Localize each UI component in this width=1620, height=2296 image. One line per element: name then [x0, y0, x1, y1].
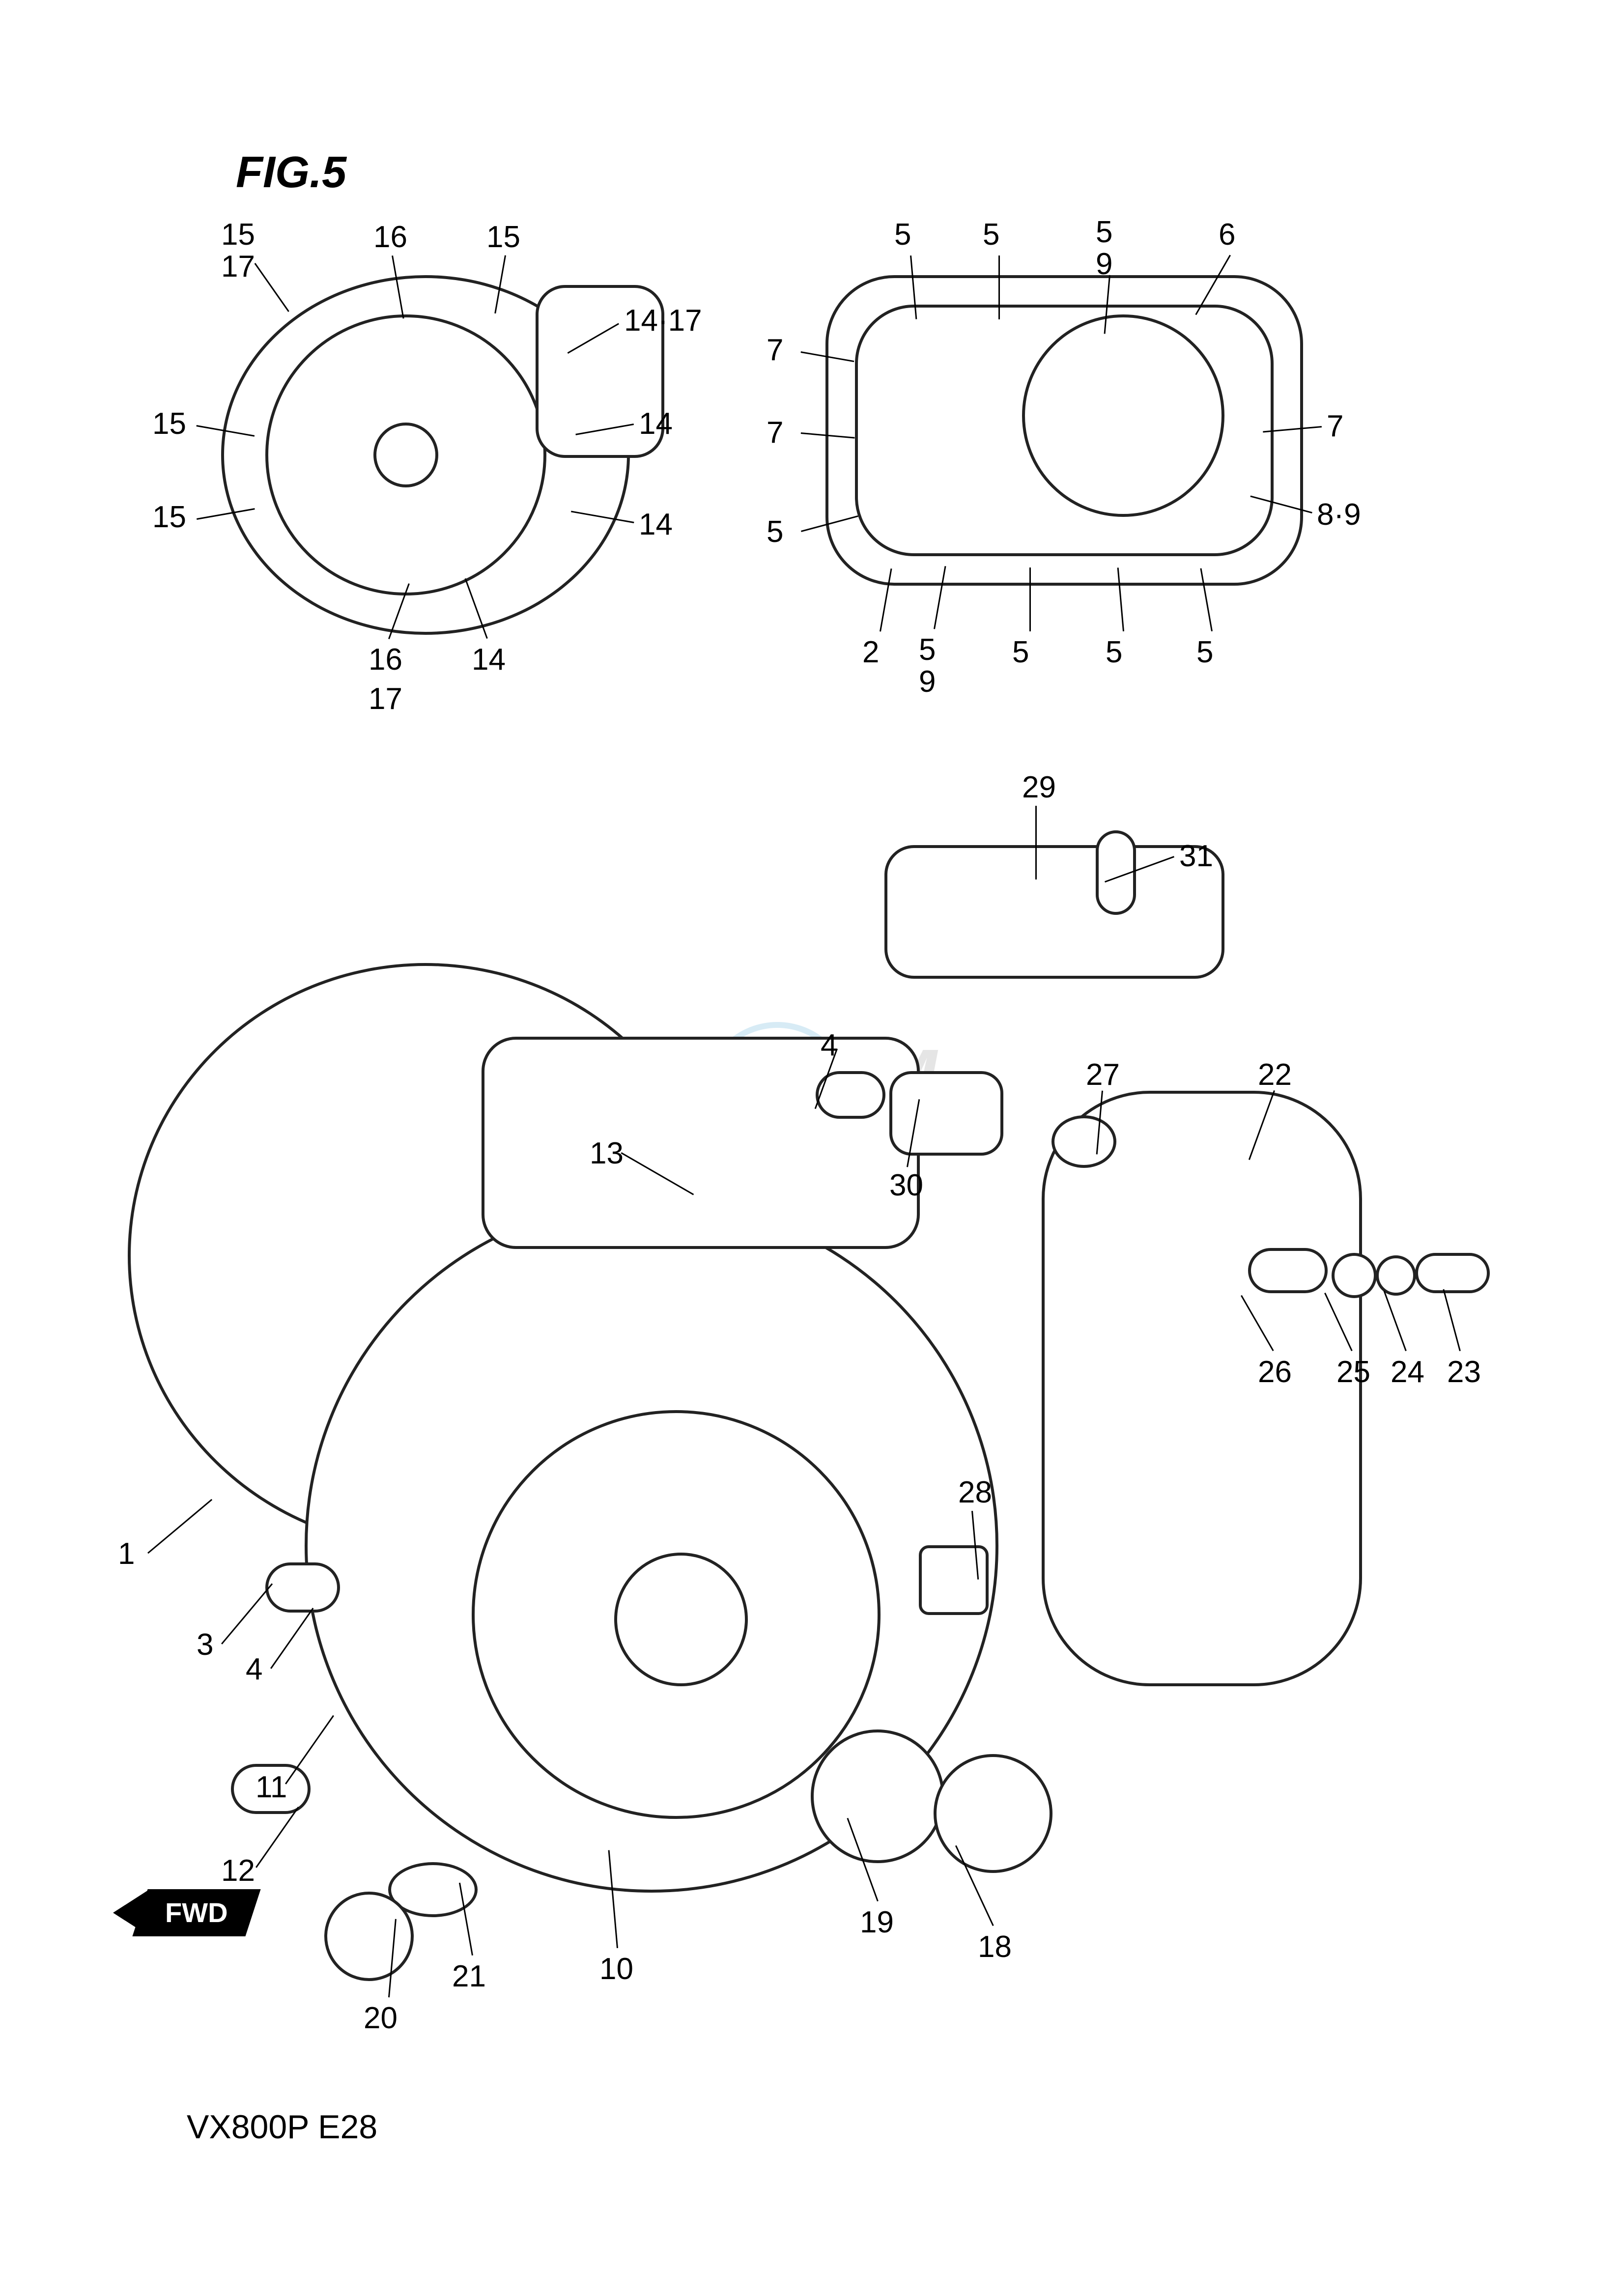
leader-line	[1029, 567, 1031, 631]
callout-number: 11	[256, 1771, 287, 1803]
callout-number: 29	[1022, 771, 1056, 803]
callout-number: 12	[221, 1855, 255, 1887]
leader-line	[221, 1583, 273, 1644]
callout-number: 17	[369, 683, 402, 715]
callout-number: 31	[1179, 840, 1213, 872]
callout-number: 14	[639, 408, 673, 440]
callout-number: 27	[1086, 1059, 1120, 1091]
callout-number: 24	[1391, 1356, 1424, 1388]
leader-line	[1035, 806, 1037, 879]
part-collar	[1248, 1248, 1328, 1293]
callout-number: 28	[958, 1476, 992, 1508]
callout-number: 16	[369, 644, 402, 676]
callout-number: 4	[821, 1029, 837, 1061]
callout-number: 5	[1106, 636, 1122, 668]
callout-number: 8·9	[1317, 499, 1361, 531]
part-crankcase-top	[482, 1037, 920, 1249]
leader-line	[1384, 1291, 1407, 1351]
callout-number: 5	[983, 219, 999, 251]
callout-number: 5	[1196, 636, 1213, 668]
diagram-page: FIG.5 OEM MOTORPARTS 15 17161514·1715141…	[0, 0, 1620, 2296]
callout-number: 15 17	[221, 219, 255, 283]
leader-line	[270, 1608, 313, 1669]
callout-number: 26	[1258, 1356, 1292, 1388]
callout-number: 1	[118, 1538, 135, 1570]
part-washer25	[1332, 1253, 1377, 1298]
leader-line	[285, 1715, 334, 1785]
callout-number: 5 9	[919, 634, 936, 698]
part-dowel1	[265, 1562, 340, 1613]
callout-number: 18	[978, 1931, 1012, 1963]
callout-number: 5 9	[1096, 216, 1112, 280]
callout-number: 5	[894, 219, 911, 251]
fwd-label: FWD	[165, 1889, 228, 1936]
callout-number: 5	[1012, 636, 1029, 668]
callout-number: 21	[452, 1960, 486, 1992]
callout-number: 7	[1327, 410, 1343, 442]
callout-number: 19	[860, 1906, 894, 1938]
callout-number: 14·17	[624, 305, 702, 337]
part-side-cover	[1042, 1091, 1362, 1686]
callout-number: 16	[373, 221, 407, 253]
part-top-cover	[884, 845, 1224, 979]
footer-model-code: VX800P E28	[187, 2108, 377, 2146]
callout-number: 15	[152, 408, 186, 440]
part-gasket-ring	[811, 1729, 944, 1863]
part-washer24	[1376, 1255, 1416, 1296]
callout-number: 5	[767, 516, 783, 548]
figure-title: FIG.5	[236, 147, 346, 198]
callout-number: 14	[639, 509, 673, 540]
part-bushing	[889, 1071, 1003, 1156]
leader-line	[1443, 1289, 1461, 1351]
part-cover-right-hub	[1022, 314, 1224, 517]
leader-line	[147, 1499, 212, 1554]
callout-number: 2	[862, 636, 879, 668]
callout-number: 7	[767, 417, 783, 449]
part-plug	[324, 1892, 414, 1981]
callout-number: 15	[486, 221, 520, 253]
callout-number: 6	[1219, 219, 1235, 251]
callout-number: 14	[472, 644, 506, 676]
part-plug27	[1052, 1115, 1116, 1168]
callout-number: 22	[1258, 1059, 1292, 1091]
part-bolt23	[1415, 1253, 1490, 1293]
leader-line	[256, 1807, 299, 1868]
leader-line	[998, 255, 1000, 319]
callout-number: 13	[590, 1137, 624, 1169]
part-cover-left-hub	[373, 423, 438, 487]
callout-number: 7	[767, 334, 783, 366]
part-cap	[934, 1754, 1052, 1873]
part-crankcase-hub	[614, 1553, 748, 1686]
callout-number: 25	[1336, 1356, 1370, 1388]
fwd-badge: FWD	[132, 1889, 260, 1936]
callout-number: 3	[197, 1629, 213, 1661]
callout-number: 23	[1447, 1356, 1481, 1388]
callout-number: 4	[246, 1653, 262, 1685]
part-cover28	[919, 1545, 989, 1615]
callout-number: 30	[889, 1169, 923, 1201]
leader-line	[255, 263, 289, 312]
callout-number: 15	[152, 501, 186, 533]
callout-number: 10	[599, 1953, 633, 1985]
callout-number: 20	[364, 2002, 398, 2034]
